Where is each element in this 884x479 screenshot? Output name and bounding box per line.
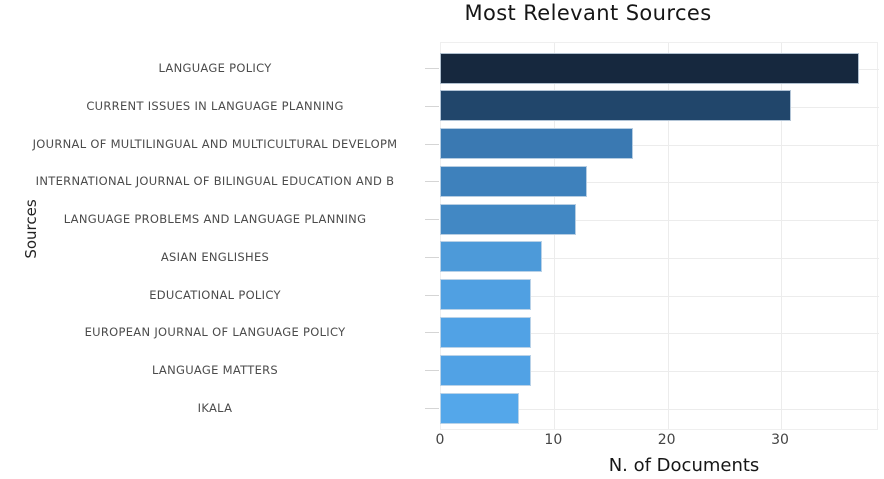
bar: [440, 52, 860, 84]
x-tick-label: 20: [657, 432, 676, 448]
category-label: JOURNAL OF MULTILINGUAL AND MULTICULTURA…: [32, 136, 398, 151]
y-tick-mark: [425, 181, 439, 183]
y-tick-mark: [425, 256, 439, 258]
bar: [440, 165, 588, 197]
category-label: IKALA: [197, 401, 233, 416]
category-label: EUROPEAN JOURNAL OF LANGUAGE POLICY: [84, 325, 346, 340]
bar: [440, 241, 542, 273]
chart-title: Most Relevant Sources: [464, 1, 712, 25]
x-tick-label: 0: [435, 432, 445, 448]
row-gridline: [441, 371, 879, 373]
x-gridline: [781, 43, 782, 429]
category-label: CURRENT ISSUES IN LANGUAGE PLANNING: [86, 98, 344, 113]
bar: [440, 203, 576, 235]
row-gridline: [441, 409, 879, 411]
row-gridline: [441, 182, 879, 184]
bar: [440, 392, 520, 424]
y-tick-mark: [425, 219, 439, 221]
category-label: ASIAN ENGLISHES: [160, 249, 270, 264]
y-tick-mark: [425, 294, 439, 296]
row-gridline: [441, 144, 879, 146]
row-gridline: [441, 257, 879, 259]
x-axis-title: N. of Documents: [608, 455, 760, 476]
x-gridline: [554, 43, 556, 429]
x-tick-label: 10: [544, 432, 563, 448]
y-tick-mark: [425, 68, 439, 69]
bar: [440, 128, 633, 160]
category-label: LANGUAGE MATTERS: [151, 363, 279, 378]
y-tick-mark: [425, 105, 439, 107]
y-tick-mark: [425, 408, 439, 410]
bar: [440, 279, 531, 311]
x-tick-label: 30: [771, 432, 789, 448]
category-label: EDUCATIONAL POLICY: [149, 287, 281, 302]
y-tick-mark: [425, 370, 439, 372]
row-gridline: [441, 333, 879, 335]
category-label: LANGUAGE PROBLEMS AND LANGUAGE PLANNING: [63, 212, 367, 227]
row-gridline: [441, 220, 879, 222]
bar: [440, 316, 531, 348]
category-label: LANGUAGE POLICY: [158, 61, 272, 75]
row-gridline: [441, 295, 879, 297]
category-label: INTERNATIONAL JOURNAL OF BILINGUAL EDUCA…: [35, 174, 395, 189]
bar: [440, 90, 792, 122]
y-tick-mark: [425, 332, 439, 334]
x-gridline: [667, 43, 669, 429]
y-tick-mark: [425, 143, 439, 145]
bar: [440, 354, 531, 386]
